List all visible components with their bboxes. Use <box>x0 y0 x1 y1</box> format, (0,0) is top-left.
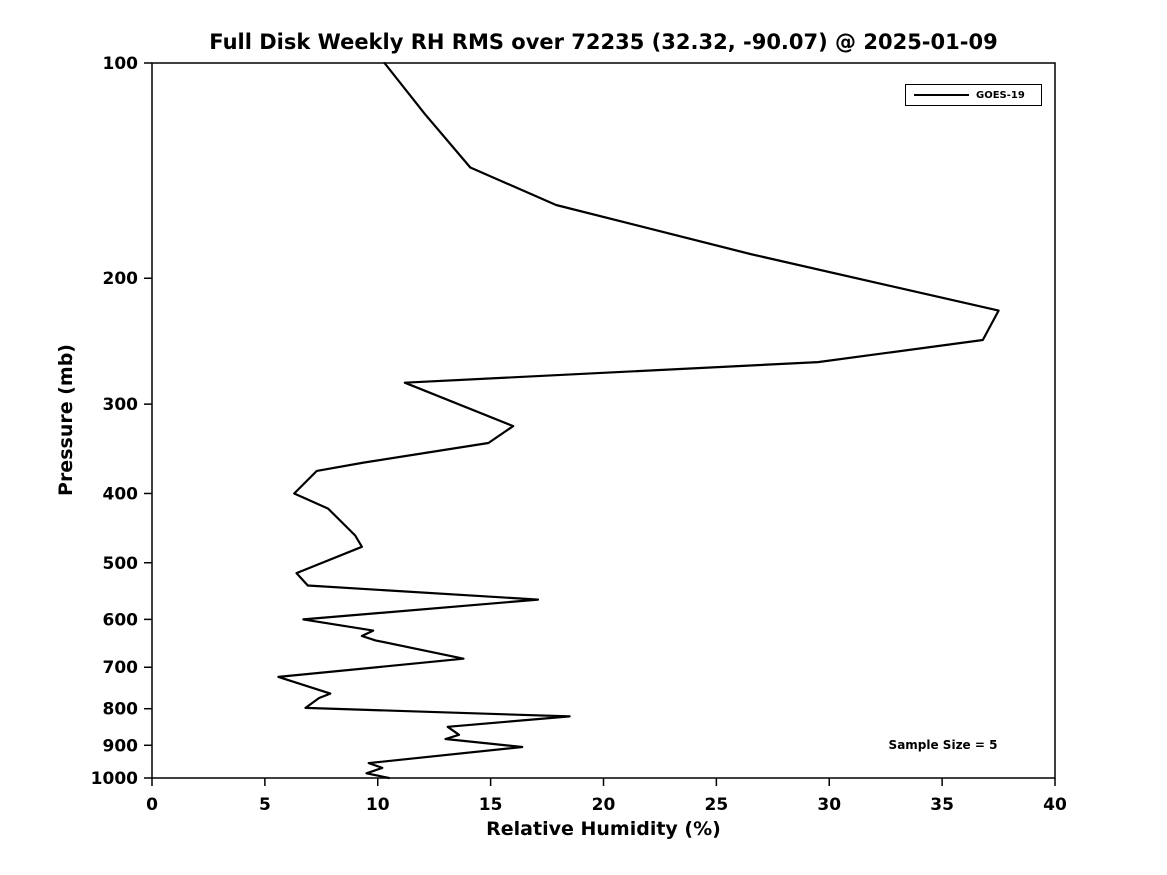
y-tick-label: 900 <box>103 736 139 756</box>
y-tick-label: 500 <box>103 554 139 574</box>
series-line-goes-19 <box>277 61 1000 780</box>
legend-line-sample <box>914 94 969 96</box>
x-tick-label: 35 <box>930 795 954 815</box>
sample-size-annotation: Sample Size = 5 <box>888 738 998 752</box>
y-tick-label: 100 <box>103 54 139 74</box>
x-tick-label: 40 <box>1043 795 1067 815</box>
x-tick-label: 0 <box>146 795 158 815</box>
x-tick-label: 10 <box>366 795 390 815</box>
chart-title: Full Disk Weekly RH RMS over 72235 (32.3… <box>209 30 998 54</box>
x-axis-label: Relative Humidity (%) <box>486 818 721 840</box>
x-tick-label: 25 <box>705 795 729 815</box>
y-tick-label: 600 <box>103 610 139 630</box>
x-tick-label: 5 <box>259 795 271 815</box>
x-tick-label: 15 <box>479 795 503 815</box>
y-axis-label: Pressure (mb) <box>55 344 77 496</box>
y-tick-label: 400 <box>103 484 139 504</box>
y-tick-label: 800 <box>103 700 139 720</box>
x-tick-label: 20 <box>592 795 616 815</box>
y-tick-label: 700 <box>103 658 139 678</box>
x-tick-label: 30 <box>817 795 841 815</box>
legend: GOES-19 <box>905 84 1042 106</box>
legend-label: GOES-19 <box>976 89 1025 101</box>
y-tick-label: 200 <box>103 269 139 289</box>
y-tick-label: 300 <box>103 395 139 415</box>
y-tick-label: 1000 <box>91 769 138 789</box>
axes-box <box>151 62 1056 779</box>
